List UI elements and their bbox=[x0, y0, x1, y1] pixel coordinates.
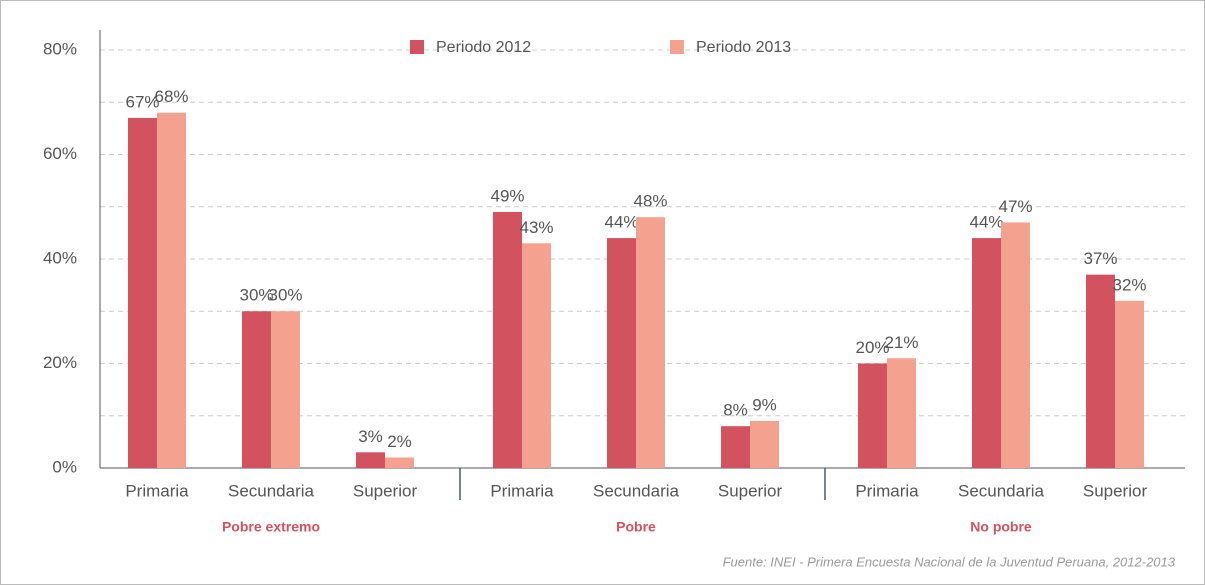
bar bbox=[493, 211, 522, 468]
bar bbox=[242, 311, 271, 468]
y-tick-label: 80% bbox=[43, 39, 77, 58]
bar bbox=[721, 426, 750, 468]
value-label: 3% bbox=[358, 427, 383, 446]
value-label: 68% bbox=[154, 87, 188, 106]
value-label: 37% bbox=[1083, 249, 1117, 268]
legend-label: Periodo 2013 bbox=[696, 39, 791, 56]
value-label: 20% bbox=[855, 338, 889, 357]
value-label: 30% bbox=[268, 286, 302, 305]
x-tick-label: Secundaria bbox=[228, 481, 315, 500]
legend-swatch bbox=[670, 40, 684, 54]
x-tick-label: Secundaria bbox=[958, 481, 1045, 500]
bar bbox=[887, 358, 916, 468]
bar bbox=[1001, 222, 1030, 468]
bar bbox=[128, 117, 157, 469]
y-tick-label: 60% bbox=[43, 144, 77, 163]
value-label: 8% bbox=[723, 401, 748, 420]
value-label: 48% bbox=[633, 192, 667, 211]
bar bbox=[1086, 274, 1115, 468]
bar bbox=[522, 243, 551, 468]
bar bbox=[607, 238, 636, 468]
group-label: No pobre bbox=[970, 519, 1032, 535]
bar bbox=[157, 112, 186, 468]
value-label: 44% bbox=[969, 213, 1003, 232]
value-label: 43% bbox=[519, 218, 553, 237]
bar bbox=[858, 363, 887, 468]
value-label: 49% bbox=[490, 186, 524, 205]
y-tick-label: 40% bbox=[43, 248, 77, 267]
value-label: 21% bbox=[884, 333, 918, 352]
x-tick-label: Primaria bbox=[855, 481, 919, 500]
bar bbox=[972, 238, 1001, 468]
bar bbox=[271, 311, 300, 468]
source: Fuente: INEI - Primera Encuesta Nacional… bbox=[723, 554, 1176, 569]
value-label: 47% bbox=[998, 197, 1032, 216]
legend-label: Periodo 2012 bbox=[436, 39, 531, 56]
bar bbox=[385, 457, 414, 468]
y-tick-label: 20% bbox=[43, 353, 77, 372]
value-label: 30% bbox=[239, 286, 273, 305]
x-tick-label: Superior bbox=[718, 481, 783, 500]
bar bbox=[750, 420, 779, 468]
group-label: Pobre bbox=[616, 519, 656, 535]
legend-swatch bbox=[410, 40, 424, 54]
x-tick-label: Superior bbox=[353, 481, 418, 500]
x-tick-label: Superior bbox=[1083, 481, 1148, 500]
bar bbox=[356, 452, 385, 468]
x-tick-label: Primaria bbox=[490, 481, 554, 500]
value-label: 32% bbox=[1112, 275, 1146, 294]
value-label: 67% bbox=[125, 92, 159, 111]
value-label: 44% bbox=[604, 213, 638, 232]
bar bbox=[636, 217, 665, 468]
y-tick-label: 0% bbox=[52, 457, 77, 476]
bar bbox=[1115, 300, 1144, 468]
group-label: Pobre extremo bbox=[222, 519, 320, 535]
value-label: 2% bbox=[387, 432, 412, 451]
x-tick-label: Primaria bbox=[125, 481, 189, 500]
value-label: 9% bbox=[752, 395, 777, 414]
x-tick-label: Secundaria bbox=[593, 481, 680, 500]
